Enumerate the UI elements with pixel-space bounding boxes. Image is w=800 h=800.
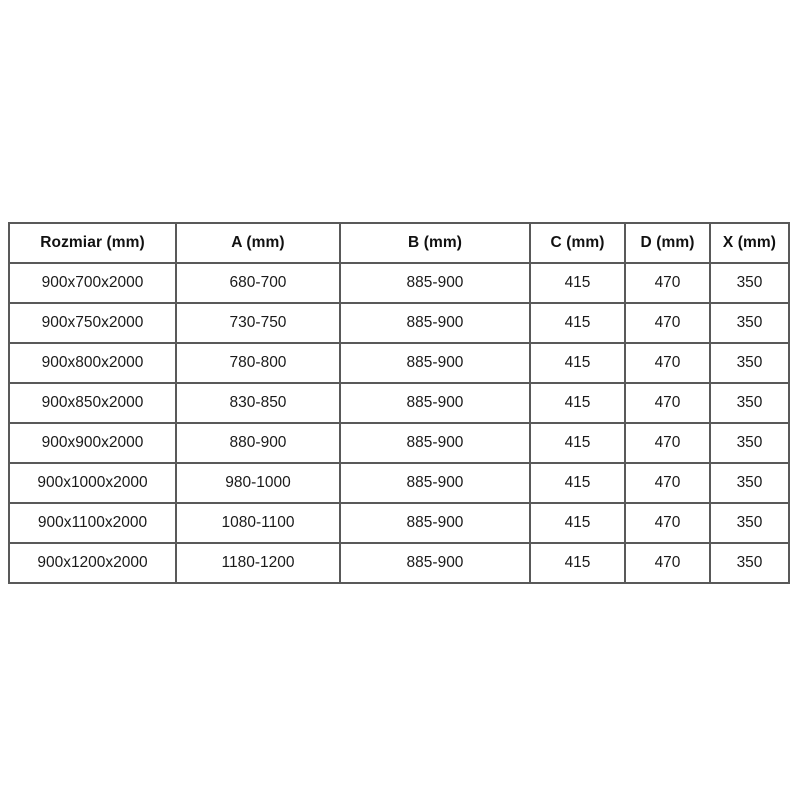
table-row: 900x700x2000 680-700 885-900 415 470 350 xyxy=(8,262,790,304)
table-row: 900x900x2000 880-900 885-900 415 470 350 xyxy=(8,422,790,464)
cell-b: 885-900 xyxy=(339,382,531,424)
cell-x: 350 xyxy=(709,302,790,344)
cell-x: 350 xyxy=(709,502,790,544)
cell-size: 900x1200x2000 xyxy=(8,542,177,584)
cell-x: 350 xyxy=(709,422,790,464)
cell-b: 885-900 xyxy=(339,502,531,544)
cell-d: 470 xyxy=(624,502,711,544)
column-header-b: B (mm) xyxy=(339,222,531,264)
cell-d: 470 xyxy=(624,382,711,424)
cell-a: 1180-1200 xyxy=(175,542,341,584)
cell-b: 885-900 xyxy=(339,542,531,584)
column-header-a: A (mm) xyxy=(175,222,341,264)
cell-x: 350 xyxy=(709,542,790,584)
cell-d: 470 xyxy=(624,302,711,344)
cell-a: 730-750 xyxy=(175,302,341,344)
column-header-d: D (mm) xyxy=(624,222,711,264)
cell-a: 880-900 xyxy=(175,422,341,464)
cell-size: 900x850x2000 xyxy=(8,382,177,424)
cell-size: 900x700x2000 xyxy=(8,262,177,304)
dimensions-table-container: Rozmiar (mm) A (mm) B (mm) C (mm) D (mm)… xyxy=(8,222,790,584)
table-row: 900x1200x2000 1180-1200 885-900 415 470 … xyxy=(8,542,790,584)
cell-a: 830-850 xyxy=(175,382,341,424)
cell-b: 885-900 xyxy=(339,342,531,384)
dimensions-table: Rozmiar (mm) A (mm) B (mm) C (mm) D (mm)… xyxy=(8,222,790,584)
table-row: 900x1100x2000 1080-1100 885-900 415 470 … xyxy=(8,502,790,544)
cell-d: 470 xyxy=(624,262,711,304)
cell-b: 885-900 xyxy=(339,262,531,304)
cell-c: 415 xyxy=(529,422,626,464)
cell-d: 470 xyxy=(624,542,711,584)
cell-d: 470 xyxy=(624,422,711,464)
cell-c: 415 xyxy=(529,462,626,504)
cell-a: 980-1000 xyxy=(175,462,341,504)
cell-a: 680-700 xyxy=(175,262,341,304)
column-header-size: Rozmiar (mm) xyxy=(8,222,177,264)
table-row: 900x750x2000 730-750 885-900 415 470 350 xyxy=(8,302,790,344)
table-header-row: Rozmiar (mm) A (mm) B (mm) C (mm) D (mm)… xyxy=(8,222,790,264)
column-header-x: X (mm) xyxy=(709,222,790,264)
table-row: 900x800x2000 780-800 885-900 415 470 350 xyxy=(8,342,790,384)
cell-size: 900x900x2000 xyxy=(8,422,177,464)
table-row: 900x850x2000 830-850 885-900 415 470 350 xyxy=(8,382,790,424)
column-header-c: C (mm) xyxy=(529,222,626,264)
cell-size: 900x750x2000 xyxy=(8,302,177,344)
cell-a: 780-800 xyxy=(175,342,341,384)
cell-x: 350 xyxy=(709,382,790,424)
cell-size: 900x800x2000 xyxy=(8,342,177,384)
cell-x: 350 xyxy=(709,462,790,504)
cell-c: 415 xyxy=(529,502,626,544)
cell-x: 350 xyxy=(709,262,790,304)
cell-c: 415 xyxy=(529,542,626,584)
cell-c: 415 xyxy=(529,382,626,424)
cell-c: 415 xyxy=(529,302,626,344)
cell-a: 1080-1100 xyxy=(175,502,341,544)
cell-d: 470 xyxy=(624,342,711,384)
cell-size: 900x1100x2000 xyxy=(8,502,177,544)
table-row: 900x1000x2000 980-1000 885-900 415 470 3… xyxy=(8,462,790,504)
cell-b: 885-900 xyxy=(339,462,531,504)
table-header: Rozmiar (mm) A (mm) B (mm) C (mm) D (mm)… xyxy=(8,222,790,264)
cell-c: 415 xyxy=(529,342,626,384)
cell-b: 885-900 xyxy=(339,422,531,464)
table-body: 900x700x2000 680-700 885-900 415 470 350… xyxy=(8,262,790,584)
cell-d: 470 xyxy=(624,462,711,504)
cell-x: 350 xyxy=(709,342,790,384)
cell-c: 415 xyxy=(529,262,626,304)
cell-b: 885-900 xyxy=(339,302,531,344)
cell-size: 900x1000x2000 xyxy=(8,462,177,504)
